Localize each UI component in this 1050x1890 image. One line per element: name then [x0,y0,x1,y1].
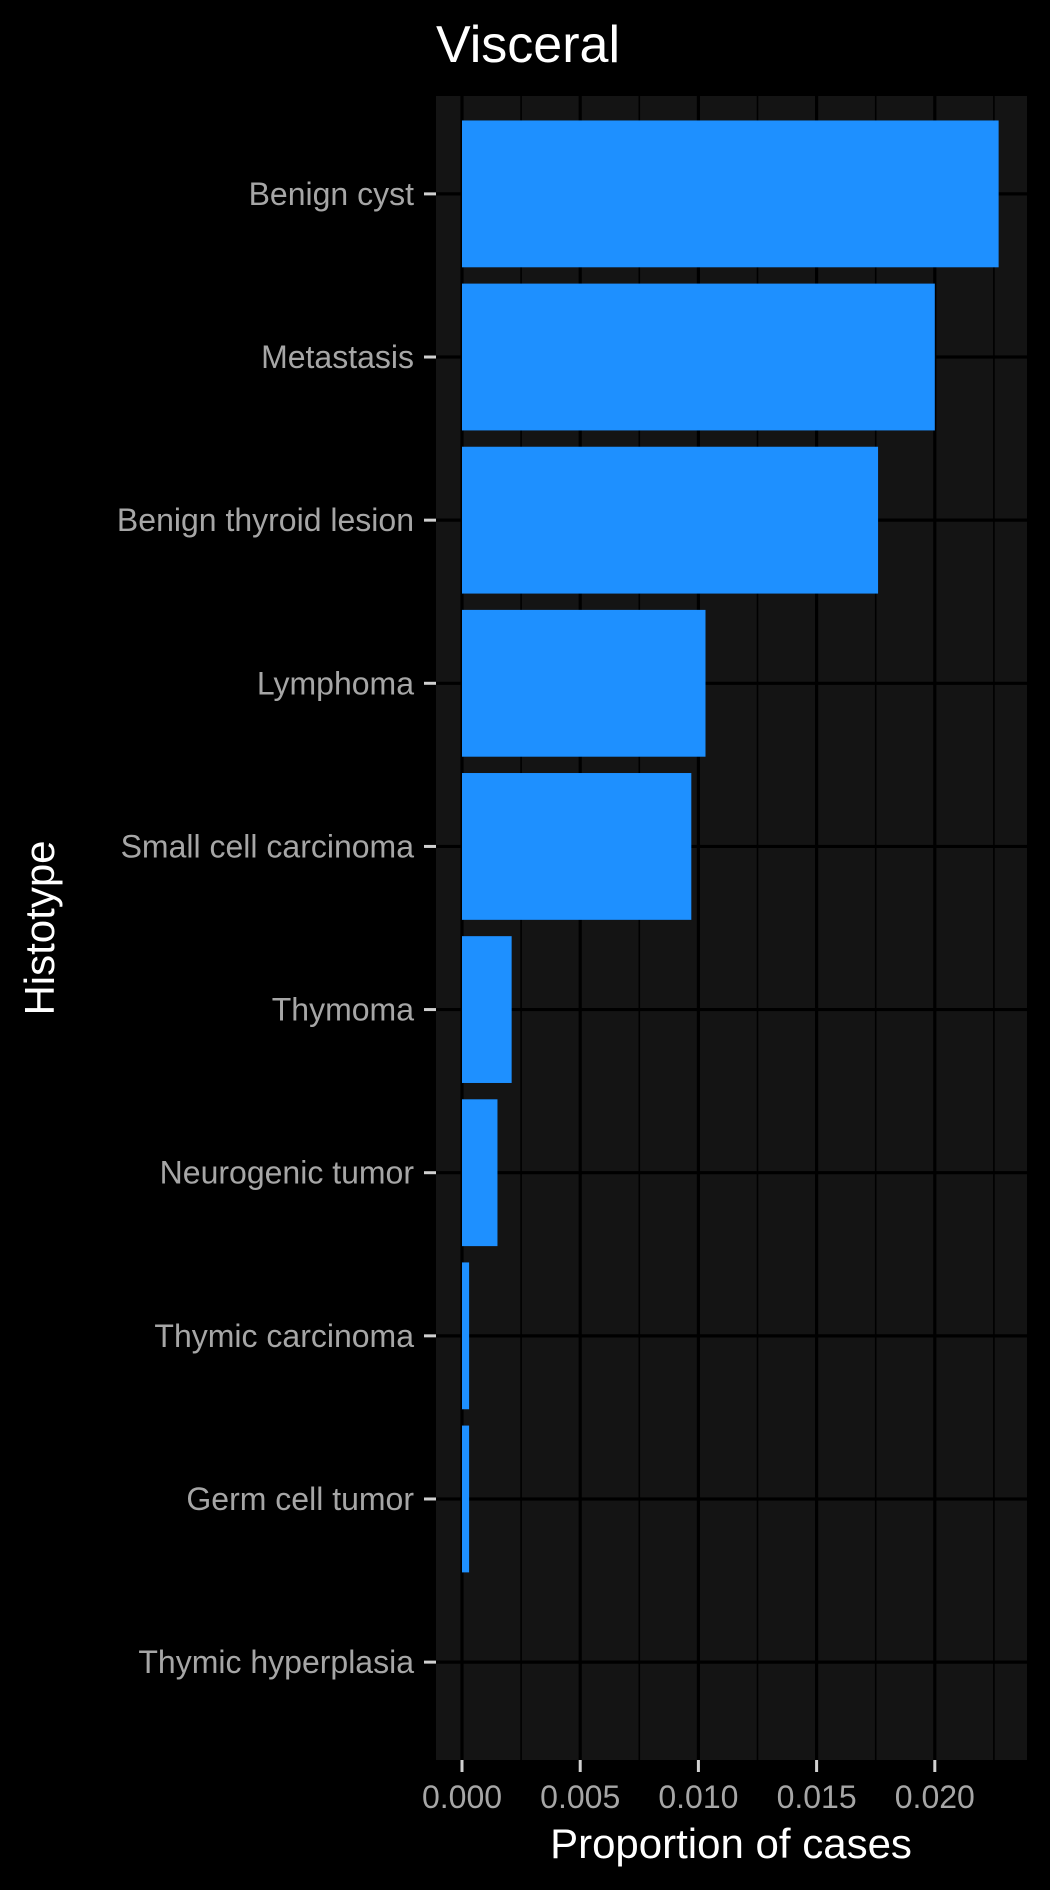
bar-germ-cell-tumor [462,1425,470,1573]
bar-small-cell-carcinoma [462,773,692,920]
bar-benign-thyroid-lesion [462,446,879,594]
y-tick-label: Thymoma [272,992,414,1028]
x-axis: 0.000 0.005 0.010 0.015 0.020 [422,1760,975,1815]
y-tick-label: Small cell carcinoma [121,828,415,864]
bar-lymphoma [462,609,706,757]
x-axis-title: Proportion of cases [550,1820,912,1867]
bars [462,120,999,1573]
x-tick-label: 0.005 [540,1779,620,1815]
x-tick-label: 0.010 [658,1779,738,1815]
y-tick-label: Benign cyst [249,176,415,212]
y-tick-label: Thymic carcinoma [154,1318,414,1354]
x-tick-label: 0.000 [422,1779,502,1815]
bar-neurogenic-tumor [462,1099,498,1247]
bar-thymoma [462,936,512,1083]
y-tick-label: Lymphoma [257,665,414,701]
x-tick-label: 0.020 [895,1779,975,1815]
y-tick-label: Neurogenic tumor [160,1155,415,1191]
bar-thymic-carcinoma [462,1262,470,1410]
bar-benign-cyst [462,120,999,268]
y-axis: Benign cyst Metastasis Benign thyroid lesi… [117,176,436,1680]
y-tick-label: Germ cell tumor [186,1481,414,1517]
chart-title: Visceral [436,16,620,74]
y-axis-title: Histotype [16,840,63,1015]
y-tick-label: Thymic hyperplasia [138,1644,414,1680]
bar-metastasis [462,283,935,431]
y-tick-label: Metastasis [261,339,414,375]
x-tick-label: 0.015 [777,1779,857,1815]
y-tick-label: Benign thyroid lesion [117,502,414,538]
